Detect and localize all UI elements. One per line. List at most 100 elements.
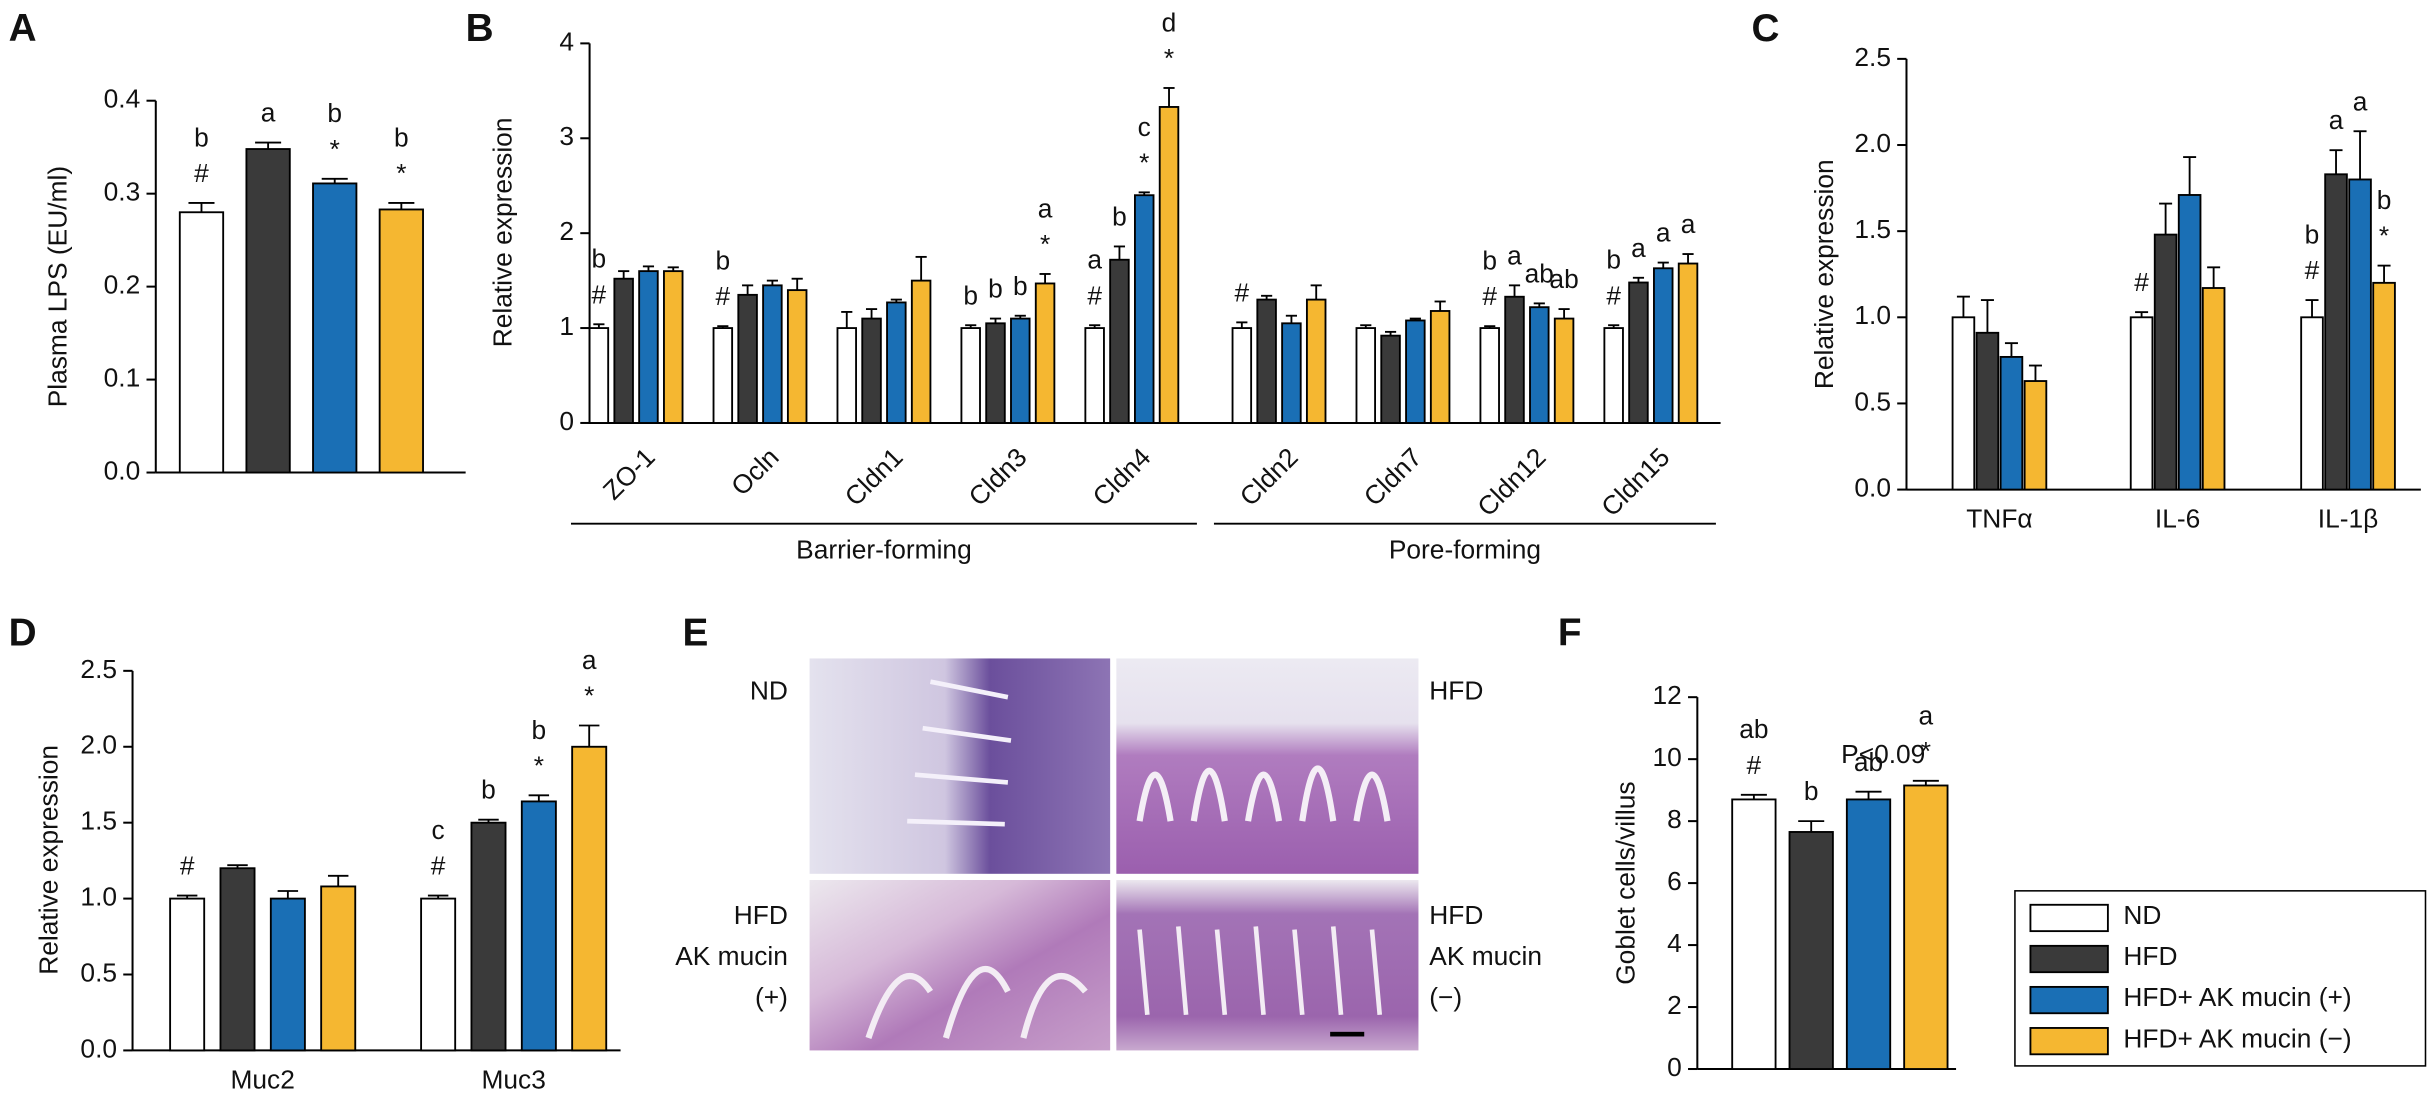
significance-label: #	[1606, 280, 1621, 310]
significance-label: #	[1747, 750, 1762, 780]
y-tick-label: 0.5	[80, 957, 117, 987]
bar	[1429, 310, 1451, 424]
significance-label: b	[481, 775, 496, 805]
group-label: Barrier-forming	[796, 535, 972, 565]
significance-label: a	[1681, 209, 1696, 239]
panel-letter: E	[683, 611, 709, 654]
villus-detail	[1136, 765, 1391, 822]
bar	[1256, 298, 1277, 424]
bar	[2324, 173, 2348, 491]
image-label: (−)	[1429, 982, 1462, 1012]
bar	[2372, 281, 2396, 491]
x-tick-label: Muc2	[230, 1064, 294, 1094]
y-tick-label: 0.4	[104, 84, 141, 114]
significance-label: #	[1482, 281, 1497, 311]
bar	[520, 800, 557, 1052]
bar	[1281, 322, 1302, 424]
bar	[1553, 317, 1575, 424]
bar	[1134, 194, 1155, 424]
significance-label: a	[2353, 86, 2368, 116]
bar	[219, 867, 256, 1052]
significance-label: #	[431, 851, 446, 881]
bar	[2177, 194, 2202, 491]
panel-letter: A	[9, 7, 37, 50]
panel-letter: C	[1752, 7, 1780, 50]
x-tick-label: Cldn12	[1471, 442, 1551, 522]
significance-label: *	[1040, 229, 1050, 259]
image-label: HFD	[734, 900, 788, 930]
significance-label: a	[1656, 218, 1671, 248]
bar	[886, 301, 907, 424]
significance-label: a	[1919, 700, 1934, 730]
x-tick-label: ZO-1	[597, 442, 661, 506]
bar	[169, 897, 206, 1052]
significance-label: #	[194, 158, 209, 188]
bar	[1628, 281, 1649, 424]
villus-detail	[1137, 926, 1383, 1015]
bar	[1380, 334, 1401, 424]
y-tick-label: 0.0	[80, 1033, 117, 1063]
bar	[737, 293, 758, 424]
group-label: Pore-forming	[1389, 535, 1541, 565]
x-tick-label: Cldn7	[1358, 442, 1428, 512]
bar	[1084, 327, 1105, 424]
bar	[2348, 178, 2372, 491]
bar	[960, 327, 981, 424]
x-tick-label: Cldn2	[1234, 442, 1304, 512]
y-tick-label: 1.5	[80, 806, 117, 836]
bar	[269, 897, 306, 1052]
y-tick-label: 10	[1653, 742, 1682, 772]
significance-label: ab	[1525, 258, 1554, 288]
bar	[663, 270, 684, 424]
significance-label: #	[2305, 255, 2320, 285]
bar	[1529, 306, 1550, 424]
significance-label: a	[1507, 240, 1522, 270]
y-axis-label: Goblet cells/villus	[1611, 781, 1641, 984]
significance-label: c	[432, 815, 445, 845]
villus-detail	[865, 966, 1088, 1040]
y-tick-label: 12	[1653, 680, 1682, 710]
image-label: ND	[750, 675, 788, 705]
y-tick-label: 0.2	[104, 270, 141, 300]
bar	[1788, 831, 1834, 1070]
bar	[1479, 327, 1500, 424]
bar	[1405, 319, 1426, 424]
x-tick-label: IL-6	[2155, 504, 2200, 534]
bar	[1975, 331, 2000, 491]
significance-label: *	[330, 134, 340, 164]
y-tick-label: 0	[559, 406, 574, 436]
significance-label: *	[534, 750, 544, 780]
bar	[836, 327, 857, 424]
y-tick-label: 3	[559, 121, 574, 151]
panel-letter: B	[466, 7, 494, 50]
y-tick-label: 4	[1667, 928, 1682, 958]
significance-label: #	[1235, 277, 1250, 307]
bar	[638, 270, 659, 424]
image-label: AK mucin	[675, 941, 788, 971]
bar	[1653, 267, 1674, 424]
bar	[588, 327, 610, 424]
y-tick-label: 2.0	[1854, 128, 1891, 158]
x-tick-label: Ocln	[725, 442, 784, 501]
bar	[1010, 317, 1031, 424]
significance-label: #	[2134, 267, 2149, 297]
significance-label: *	[584, 681, 594, 711]
significance-label: b	[1804, 776, 1819, 806]
y-tick-label: 2.5	[80, 654, 117, 684]
x-tick-label: Cldn15	[1595, 442, 1675, 522]
bar	[320, 885, 357, 1052]
bar	[712, 327, 734, 424]
significance-label: b	[194, 122, 209, 152]
histology-image	[809, 658, 1111, 874]
annotation: P<0.09	[1841, 739, 1925, 769]
bar	[178, 211, 225, 474]
bar	[1903, 784, 1949, 1070]
significance-label: a	[1631, 233, 1646, 263]
legend-swatch	[2029, 985, 2109, 1015]
legend-label: HFD+ AK mucin (+)	[2123, 982, 2351, 1012]
legend-label: HFD	[2123, 941, 2177, 971]
bar	[762, 284, 783, 424]
significance-label: d	[1162, 7, 1177, 37]
bar	[2300, 316, 2324, 491]
